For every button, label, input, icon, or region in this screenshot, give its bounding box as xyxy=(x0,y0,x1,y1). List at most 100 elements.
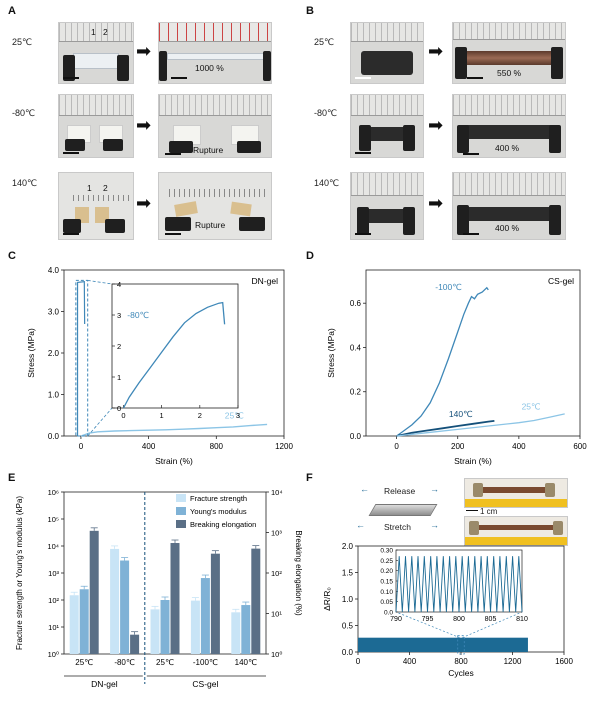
panel-a-temp-row3: 140℃ xyxy=(12,178,38,188)
stretch-label: Stretch xyxy=(384,522,411,532)
y-tick-label: 0.0 xyxy=(48,432,60,441)
y-tick-label: 0.2 xyxy=(350,388,362,397)
zoom-connector xyxy=(462,611,523,639)
inset-y-tick-label: 0.0 xyxy=(384,610,393,617)
x-axis-label: Cycles xyxy=(448,668,474,678)
y-tick-label: 0.5 xyxy=(342,622,354,631)
y-tick-label: 3.0 xyxy=(48,308,60,317)
series-label-25c: 25℃ xyxy=(225,411,244,421)
series-label: -100℃ xyxy=(435,282,462,292)
panel-b-photo-before-row2 xyxy=(350,94,424,158)
inset-x-tick-label: 805 xyxy=(485,616,497,623)
inset-signal-line xyxy=(395,556,523,613)
arrow-right-icon: ➡ xyxy=(428,193,444,213)
x-tick-label: 25℃ xyxy=(75,658,93,667)
inset-y-tick-label: 0.15 xyxy=(380,579,393,586)
panel-a-row1-strain-text: 1000 % xyxy=(195,63,224,73)
panel-label-e: E xyxy=(8,472,16,484)
bar xyxy=(79,589,89,654)
ruler-number: 2 xyxy=(103,27,108,37)
legend-swatch xyxy=(176,494,186,502)
y2-axis-label: Breaking elongation (%) xyxy=(294,530,303,616)
series-label: 140℃ xyxy=(449,409,473,419)
y-tick-label: 0.0 xyxy=(350,432,362,441)
x-tick-label: 1200 xyxy=(504,657,522,666)
release-arrow-right-icon: → xyxy=(430,484,439,494)
inset-y-tick-label: 0.25 xyxy=(380,558,393,565)
signal-band xyxy=(358,637,528,652)
panel-b-temp-row1: 25℃ xyxy=(314,37,335,47)
bar xyxy=(200,578,210,654)
inset-frame xyxy=(395,549,523,613)
ruler-number: 1 xyxy=(91,27,96,37)
arrow-right-icon: ➡ xyxy=(136,41,152,61)
panel-a-photo-before-row1: 1 2 xyxy=(58,22,134,84)
panel-a-photo-before-row3: 1 2 xyxy=(58,172,134,240)
x-tick-label: 0 xyxy=(356,657,361,666)
legend-label: Young's modulus xyxy=(190,507,247,516)
y-tick-label: 10⁰ xyxy=(48,650,59,659)
panel-a-photo-before-row2 xyxy=(58,94,134,158)
zoom-connector xyxy=(395,611,460,639)
inset-series-label: -80℃ xyxy=(127,310,149,320)
inset-x-tick-label: 2 xyxy=(198,411,202,420)
bar xyxy=(120,560,130,654)
inset-y-tick-label: 0.05 xyxy=(380,599,393,606)
y-tick-label: 10⁶ xyxy=(48,488,59,497)
plot-frame xyxy=(365,269,581,437)
inset-y-tick-label: 0.10 xyxy=(380,589,393,596)
panel-b-photo-before-row1 xyxy=(350,22,424,84)
series-line xyxy=(396,286,489,437)
series-line-minus80c xyxy=(76,280,86,436)
panel-b-temp-row2: -80℃ xyxy=(314,108,338,118)
release-arrow-icon: ← xyxy=(360,484,369,494)
y-tick-label: 0.0 xyxy=(342,648,354,657)
x-tick-label: 1200 xyxy=(275,442,293,451)
legend-label: Breaking elongation xyxy=(190,520,256,529)
inset-y-tick-label: 0.30 xyxy=(380,548,393,555)
y2-tick-label: 10⁰ xyxy=(271,650,282,659)
y-tick-label: 1.5 xyxy=(342,569,354,578)
y-tick-label: 10⁴ xyxy=(47,542,59,551)
y-tick-label: 4.0 xyxy=(48,266,60,275)
x-tick-label: 1600 xyxy=(555,657,573,666)
series-line xyxy=(396,420,495,437)
legend-label: Fracture strength xyxy=(190,494,247,503)
arrow-right-icon: ➡ xyxy=(428,41,444,61)
scale-label: 1 cm xyxy=(480,507,498,516)
panel-a-row2-result-text: Rupture xyxy=(193,145,224,155)
strain-sensor-sample xyxy=(368,504,438,516)
y-tick-label: 10⁵ xyxy=(48,515,59,524)
bar xyxy=(210,553,220,654)
bar xyxy=(150,609,160,654)
panel-label-c: C xyxy=(8,250,16,262)
legend-swatch xyxy=(176,507,186,515)
x-tick-label: 0 xyxy=(394,442,399,451)
inset-y-tick-label: 0 xyxy=(117,404,121,413)
legend-swatch xyxy=(176,520,186,528)
group-label: CS-gel xyxy=(192,679,218,689)
y-axis-label: Stress (MPa) xyxy=(26,328,36,378)
x-tick-label: 0 xyxy=(79,442,84,451)
x-axis-label: Strain (%) xyxy=(155,456,193,466)
panel-a-photo-after-row2: Rupture xyxy=(158,94,272,158)
inset-y-tick-label: 1 xyxy=(117,373,121,382)
ruler-number: 2 xyxy=(103,183,108,193)
panel-b-photo-after-row2: 400 % xyxy=(452,94,566,158)
stretch-arrow-right-icon: → xyxy=(430,520,439,530)
x-tick-label: 400 xyxy=(512,442,526,451)
x-tick-label: -100℃ xyxy=(193,658,218,667)
inset-y-tick-label: 4 xyxy=(117,280,121,289)
y2-tick-label: 10³ xyxy=(271,529,282,538)
x-tick-label: 800 xyxy=(454,657,468,666)
inset-x-tick-label: 800 xyxy=(453,616,465,623)
bar xyxy=(251,548,261,654)
bar xyxy=(110,548,120,654)
chart-e-mechanical-properties: 10⁰ 10¹ 10² 10³ 10⁴ 10⁵ 10⁶ 10⁰ 10¹ 10² 10³ 10⁴ Frac… xyxy=(15,488,303,689)
panel-b-photo-after-row3: 400 % xyxy=(452,172,566,240)
inset-y-tick-label: 3 xyxy=(117,311,121,320)
bar xyxy=(170,543,180,654)
y2-tick-label: 10² xyxy=(271,569,282,578)
x-tick-label: 800 xyxy=(210,442,224,451)
x-tick-label: 600 xyxy=(573,442,587,451)
